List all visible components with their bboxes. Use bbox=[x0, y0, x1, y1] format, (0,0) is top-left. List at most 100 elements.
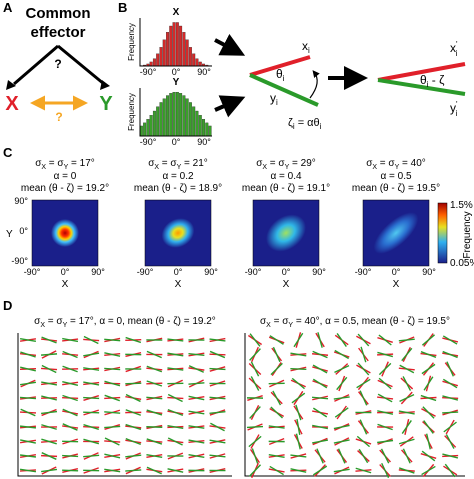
segment bbox=[337, 448, 346, 464]
sub: i bbox=[456, 49, 458, 58]
segment bbox=[442, 453, 459, 459]
segment bbox=[398, 338, 415, 342]
hist-bar bbox=[143, 122, 147, 137]
label: ζi = αθi bbox=[288, 117, 322, 131]
sub: X bbox=[372, 164, 377, 171]
segment bbox=[146, 438, 163, 445]
hist-bar bbox=[152, 110, 156, 137]
tick-label: -90° bbox=[140, 137, 157, 147]
hist-title: X bbox=[173, 7, 180, 18]
axis bbox=[139, 88, 212, 137]
heatmap-blob bbox=[51, 219, 79, 247]
segment bbox=[19, 425, 37, 429]
segment bbox=[312, 439, 329, 444]
arrows bbox=[13, 44, 105, 86]
segment bbox=[378, 334, 392, 346]
segment bbox=[167, 338, 184, 342]
segment bbox=[399, 364, 415, 374]
mean: mean (θ - ζ) = 19.2° bbox=[21, 183, 109, 194]
segment bbox=[62, 454, 79, 458]
segment bbox=[167, 424, 184, 430]
x-tick-label: -90° bbox=[245, 267, 262, 277]
segment bbox=[272, 346, 281, 363]
segment bbox=[188, 382, 205, 385]
segment bbox=[209, 350, 226, 359]
hist-bar bbox=[179, 93, 183, 137]
segment bbox=[250, 376, 260, 391]
hist-bar bbox=[159, 102, 163, 137]
segment bbox=[249, 333, 261, 347]
x-tick-label: 90° bbox=[91, 267, 105, 277]
segment bbox=[20, 408, 36, 417]
text: = σ bbox=[46, 158, 64, 169]
segment bbox=[104, 411, 121, 414]
label: y' i bbox=[450, 100, 458, 118]
sup: ' bbox=[456, 100, 458, 109]
segment bbox=[41, 353, 58, 356]
line-x bbox=[249, 55, 311, 77]
segment bbox=[402, 376, 412, 391]
sub: Y bbox=[288, 322, 293, 329]
heatmap-blob bbox=[266, 214, 306, 252]
text: σ bbox=[35, 158, 42, 169]
segment bbox=[83, 438, 100, 445]
hist-ylabel: Frequency bbox=[127, 93, 136, 131]
x-tick-label: -90° bbox=[355, 267, 372, 277]
segment bbox=[41, 364, 57, 374]
base: y bbox=[450, 101, 456, 115]
text: = 40° bbox=[399, 158, 426, 169]
segment bbox=[442, 378, 458, 389]
segment bbox=[295, 433, 301, 450]
base: θ bbox=[276, 67, 283, 81]
hist-bar bbox=[182, 32, 186, 67]
mean: mean (θ - ζ) = 18.9° bbox=[134, 183, 222, 194]
segment bbox=[209, 439, 226, 444]
segment bbox=[167, 393, 183, 403]
segment bbox=[336, 376, 348, 391]
hist-bar bbox=[185, 39, 189, 67]
axis bbox=[17, 333, 232, 477]
segment bbox=[188, 365, 205, 373]
arrow bbox=[214, 33, 246, 56]
segment bbox=[270, 362, 283, 376]
hist-bar bbox=[156, 53, 160, 67]
axis bbox=[139, 18, 212, 67]
panel-label: A bbox=[3, 0, 13, 15]
text: ζ bbox=[288, 117, 293, 129]
hist-bar bbox=[198, 61, 202, 67]
arrow bbox=[214, 95, 246, 118]
segment bbox=[295, 404, 302, 421]
base: y bbox=[270, 91, 276, 105]
segment bbox=[19, 454, 37, 458]
segment bbox=[20, 439, 36, 444]
hist-bar bbox=[175, 91, 179, 137]
label: θi bbox=[276, 67, 285, 83]
segment bbox=[402, 448, 411, 464]
segment bbox=[146, 350, 162, 359]
segment bbox=[167, 367, 184, 371]
panel-label: B bbox=[118, 0, 127, 15]
base: x bbox=[302, 39, 308, 53]
segment bbox=[421, 465, 436, 476]
segment bbox=[291, 392, 306, 404]
node-y: Y bbox=[99, 93, 113, 115]
sub: i bbox=[293, 122, 295, 131]
sub: i bbox=[456, 109, 458, 118]
hist-bar bbox=[188, 102, 192, 137]
sub: Y bbox=[177, 164, 182, 171]
sub: i bbox=[276, 98, 278, 107]
segment bbox=[167, 468, 184, 473]
segment bbox=[167, 352, 184, 357]
text: = σ bbox=[159, 158, 177, 169]
segment bbox=[209, 367, 226, 371]
colorbar bbox=[437, 202, 448, 264]
text: = 21° bbox=[181, 158, 208, 169]
segment bbox=[359, 419, 368, 435]
segment bbox=[334, 365, 350, 373]
segment bbox=[83, 367, 100, 371]
segment bbox=[19, 381, 37, 386]
segment bbox=[125, 336, 142, 344]
segment bbox=[62, 350, 78, 359]
segment bbox=[246, 425, 264, 429]
rotation-arrow bbox=[309, 70, 320, 99]
